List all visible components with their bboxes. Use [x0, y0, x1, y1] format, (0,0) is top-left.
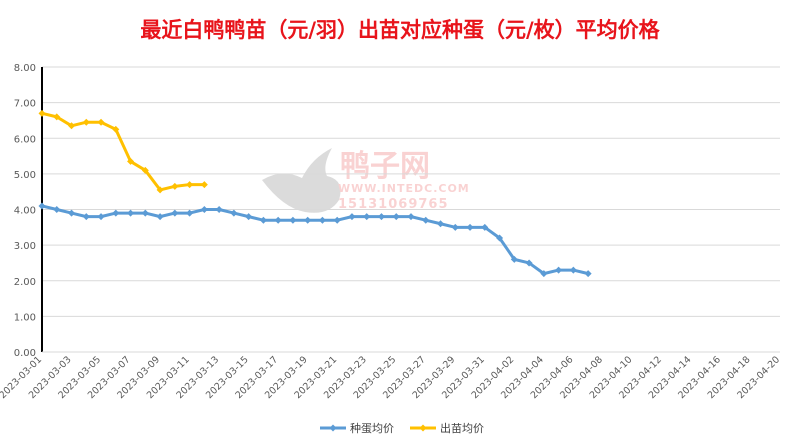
data-point — [186, 181, 194, 189]
data-point — [82, 213, 90, 221]
data-point — [540, 270, 548, 278]
series-line-1 — [41, 111, 205, 192]
data-point — [245, 213, 253, 221]
legend-label: 种蛋均价 — [350, 421, 394, 435]
data-point — [451, 223, 459, 231]
data-point — [53, 206, 61, 213]
data-point — [584, 270, 592, 278]
data-point — [97, 213, 105, 221]
series-line-0 — [41, 204, 589, 276]
data-point — [68, 122, 76, 130]
data-point — [171, 209, 179, 217]
data-point — [333, 216, 341, 224]
data-point — [348, 213, 356, 221]
data-point — [156, 186, 164, 194]
y-tick-label: 7.00 — [14, 99, 36, 110]
legend-label: 出苗均价 — [440, 421, 484, 435]
data-point — [525, 259, 533, 267]
data-point — [215, 206, 223, 213]
watermark-name: 鸭子网 — [340, 149, 430, 184]
legend-marker — [419, 424, 427, 432]
y-tick-label: 0.00 — [14, 348, 36, 359]
data-point — [112, 125, 120, 133]
y-tick-label: 3.00 — [14, 241, 36, 252]
data-point — [97, 118, 105, 126]
y-tick-label: 4.00 — [14, 206, 36, 217]
data-point — [318, 216, 326, 224]
data-point — [38, 109, 46, 117]
data-point — [38, 202, 46, 210]
data-point — [466, 223, 474, 231]
data-point — [422, 216, 430, 224]
data-point — [230, 209, 238, 217]
data-point — [481, 223, 489, 231]
y-tick-label: 5.00 — [14, 170, 36, 181]
data-point — [200, 181, 208, 189]
data-point — [171, 182, 179, 190]
data-point — [200, 206, 208, 213]
y-tick-label: 2.00 — [14, 277, 36, 288]
data-point — [304, 216, 312, 224]
data-point — [437, 220, 445, 228]
data-point — [363, 213, 371, 221]
data-point — [127, 209, 135, 217]
data-point — [510, 255, 518, 263]
data-point — [274, 216, 282, 224]
data-point — [289, 216, 297, 224]
data-point — [127, 157, 135, 165]
data-point — [141, 209, 149, 217]
data-point — [555, 266, 563, 274]
y-tick-label: 8.00 — [14, 63, 36, 74]
watermark-phone: 15131069765 — [338, 197, 449, 212]
data-point — [82, 118, 90, 126]
y-tick-label: 1.00 — [14, 312, 36, 323]
data-point — [259, 216, 267, 224]
data-point — [377, 213, 385, 221]
data-point — [407, 213, 415, 221]
data-point — [68, 209, 76, 217]
chart-title: 最近白鸭鸭苗（元/羽）出苗对应种蛋（元/枚）平均价格 — [140, 18, 660, 42]
data-point — [496, 234, 504, 242]
y-tick-label: 6.00 — [14, 134, 36, 145]
data-point — [186, 209, 194, 217]
data-point — [112, 209, 120, 217]
data-point — [141, 166, 149, 174]
watermark-url: WWW.INTEDC.COM — [338, 182, 470, 195]
data-point — [392, 213, 400, 221]
legend-marker — [329, 424, 337, 432]
data-point — [569, 266, 577, 274]
data-point — [156, 213, 164, 221]
duck-logo-icon — [262, 148, 341, 213]
data-point — [53, 113, 61, 121]
